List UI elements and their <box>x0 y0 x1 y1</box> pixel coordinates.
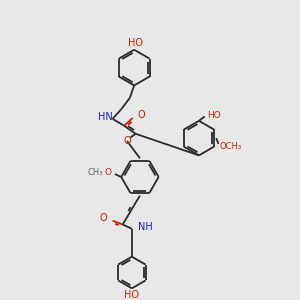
Text: O: O <box>123 136 131 146</box>
Text: NH: NH <box>138 222 153 232</box>
Text: O: O <box>104 168 111 177</box>
Text: HO: HO <box>208 111 221 120</box>
Text: HN: HN <box>98 112 113 122</box>
Text: CH₃: CH₃ <box>87 168 103 177</box>
Text: O: O <box>100 213 107 224</box>
Text: OCH₃: OCH₃ <box>220 142 242 151</box>
Text: HO: HO <box>128 38 143 48</box>
Text: O: O <box>138 110 146 120</box>
Text: HO: HO <box>124 290 140 300</box>
